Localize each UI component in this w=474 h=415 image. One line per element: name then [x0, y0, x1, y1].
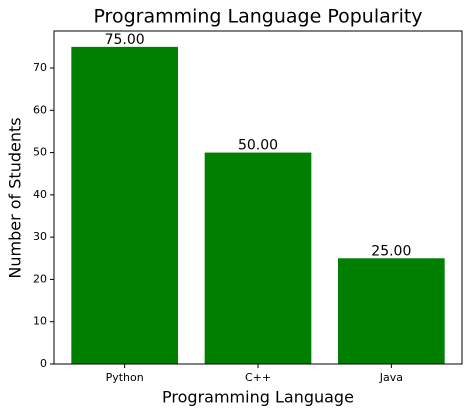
plot-frame	[53, 30, 463, 365]
y-tick-label: 0	[40, 357, 47, 370]
y-tick-label: 60	[33, 103, 47, 116]
y-tick-label: 10	[33, 315, 47, 328]
x-tick-label: Python	[106, 371, 144, 384]
bar	[338, 258, 445, 364]
x-tick-label: C++	[245, 371, 271, 384]
y-tick-label: 20	[33, 272, 47, 285]
y-tick-label: 40	[33, 188, 47, 201]
x-tick-label: Java	[379, 371, 403, 384]
x-axis-label: Programming Language	[162, 388, 354, 407]
value-label: 75.00	[105, 32, 145, 48]
y-tick-label: 70	[33, 61, 47, 74]
y-tick-label: 50	[33, 146, 47, 159]
bar	[204, 152, 312, 364]
value-label: 25.00	[371, 243, 411, 259]
value-label: 50.00	[238, 138, 278, 154]
y-tick-label: 30	[33, 230, 47, 243]
y-axis-label: Number of Students	[6, 117, 25, 278]
chart-title: Programming Language Popularity	[93, 6, 422, 28]
bar	[71, 46, 178, 364]
